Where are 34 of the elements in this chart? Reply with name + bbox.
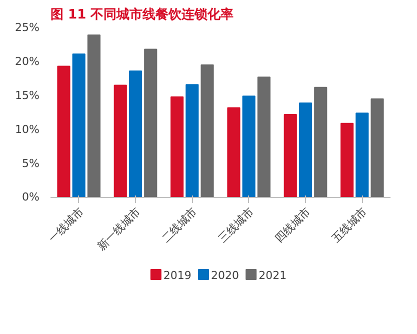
legend-label: 2019 (163, 269, 192, 282)
x-tick-label: 五线城市 (329, 204, 370, 246)
bar (227, 107, 240, 198)
x-tick-label: 一线城市 (46, 204, 86, 246)
bar (128, 70, 142, 198)
bar (298, 102, 312, 198)
y-tick-label: 25% (15, 21, 40, 34)
y-tick-label: 0% (22, 190, 40, 204)
y-tick-label: 20% (15, 55, 40, 68)
x-tick-label: 四线城市 (272, 204, 313, 246)
bar (200, 64, 214, 198)
bar (257, 76, 270, 198)
bar (186, 84, 199, 198)
y-tick-label: 10% (15, 123, 40, 136)
chart-title: 图 11 不同城市线餐饮连锁化率 (50, 6, 234, 22)
bar (370, 98, 384, 198)
bar (284, 114, 297, 198)
bar (87, 34, 100, 198)
x-tick-label: 新一线城市 (94, 204, 143, 253)
bar (356, 112, 369, 198)
y-tick-label: 15% (15, 89, 40, 102)
bar (57, 66, 70, 198)
y-tick-label: 5% (22, 157, 40, 170)
legend-label: 2021 (258, 269, 287, 282)
bar (170, 96, 184, 198)
x-tick-label: 三线城市 (216, 204, 256, 246)
bar (314, 86, 328, 198)
bar (340, 122, 354, 198)
bar (144, 48, 158, 198)
x-tick-label: 二线城市 (159, 204, 200, 246)
bar (72, 54, 86, 198)
legend-label: 2020 (210, 269, 239, 282)
bar (242, 96, 256, 198)
bar (114, 84, 127, 198)
